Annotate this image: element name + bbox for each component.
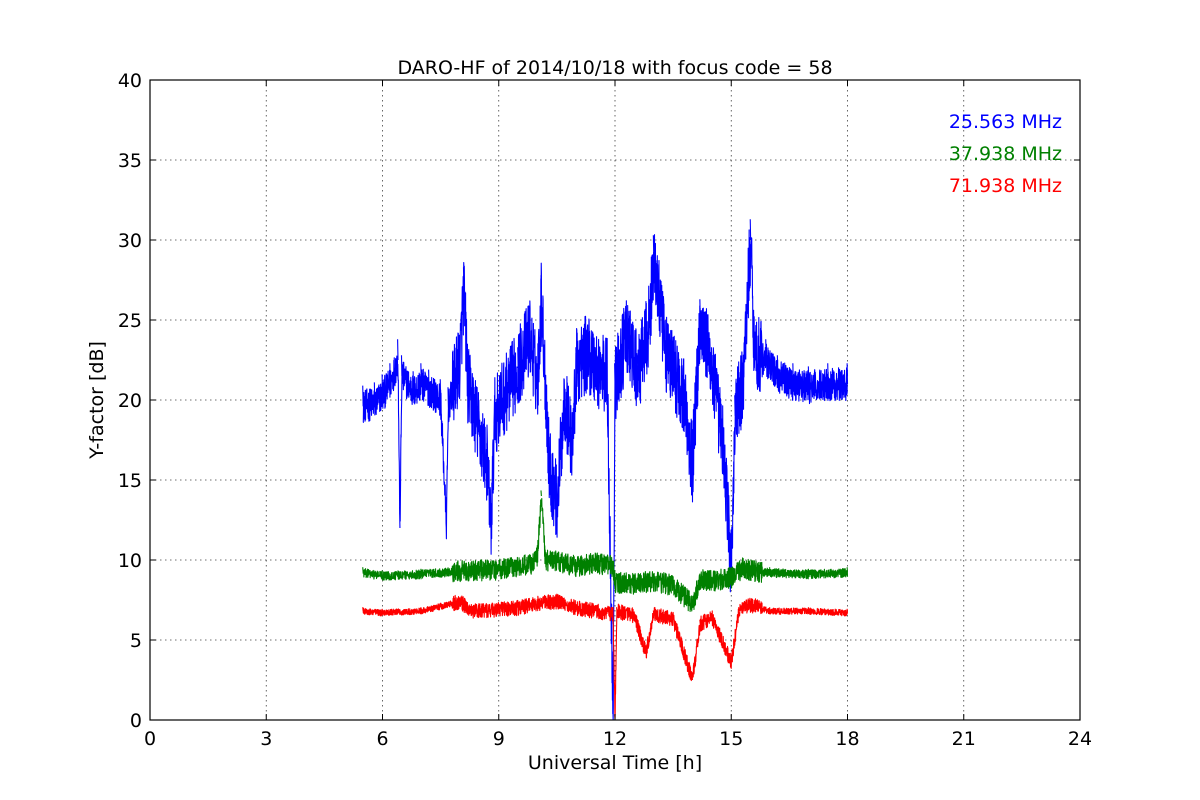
x-tick-label: 18 bbox=[835, 728, 859, 750]
x-tick-label: 21 bbox=[952, 728, 976, 750]
series-line-25-563-mhz bbox=[362, 219, 849, 721]
y-tick-label: 15 bbox=[118, 470, 142, 492]
y-tick-label: 5 bbox=[130, 630, 142, 652]
y-tick-label: 20 bbox=[118, 390, 142, 412]
y-tick-label: 25 bbox=[118, 310, 142, 332]
x-tick-label: 12 bbox=[603, 728, 627, 750]
y-tick-label: 35 bbox=[118, 150, 142, 172]
x-tick-label: 6 bbox=[376, 728, 388, 750]
series-line-71-938-mhz bbox=[362, 593, 849, 721]
x-tick-label: 15 bbox=[719, 728, 743, 750]
legend: 25.563 MHz 37.938 MHz 71.938 MHz bbox=[949, 111, 1062, 197]
chart-title: DARO-HF of 2014/10/18 with focus code = … bbox=[397, 57, 832, 79]
x-tick-label: 0 bbox=[144, 728, 156, 750]
series-line-37-938-mhz bbox=[362, 490, 849, 613]
x-tick-label: 9 bbox=[493, 728, 505, 750]
legend-entry-25-563-mhz: 25.563 MHz bbox=[949, 111, 1062, 133]
y-tick-label: 0 bbox=[130, 710, 142, 732]
y-tick-label: 10 bbox=[118, 550, 142, 572]
legend-entry-37-938-mhz: 37.938 MHz bbox=[949, 143, 1062, 165]
y-axis-label: Y-factor [dB] bbox=[86, 341, 108, 460]
x-tick-label: 3 bbox=[260, 728, 272, 750]
ticks bbox=[149, 79, 1081, 721]
x-axis-label: Universal Time [h] bbox=[528, 752, 702, 774]
tick-labels: 0 3 6 9 12 15 18 21 24 0 5 10 15 20 25 30 35 40 bbox=[118, 70, 1092, 750]
series-layer bbox=[362, 219, 849, 721]
y-tick-label: 40 bbox=[118, 70, 142, 92]
x-tick-label: 24 bbox=[1068, 728, 1092, 750]
y-tick-label: 30 bbox=[118, 230, 142, 252]
legend-entry-71-938-mhz: 71.938 MHz bbox=[949, 175, 1062, 197]
